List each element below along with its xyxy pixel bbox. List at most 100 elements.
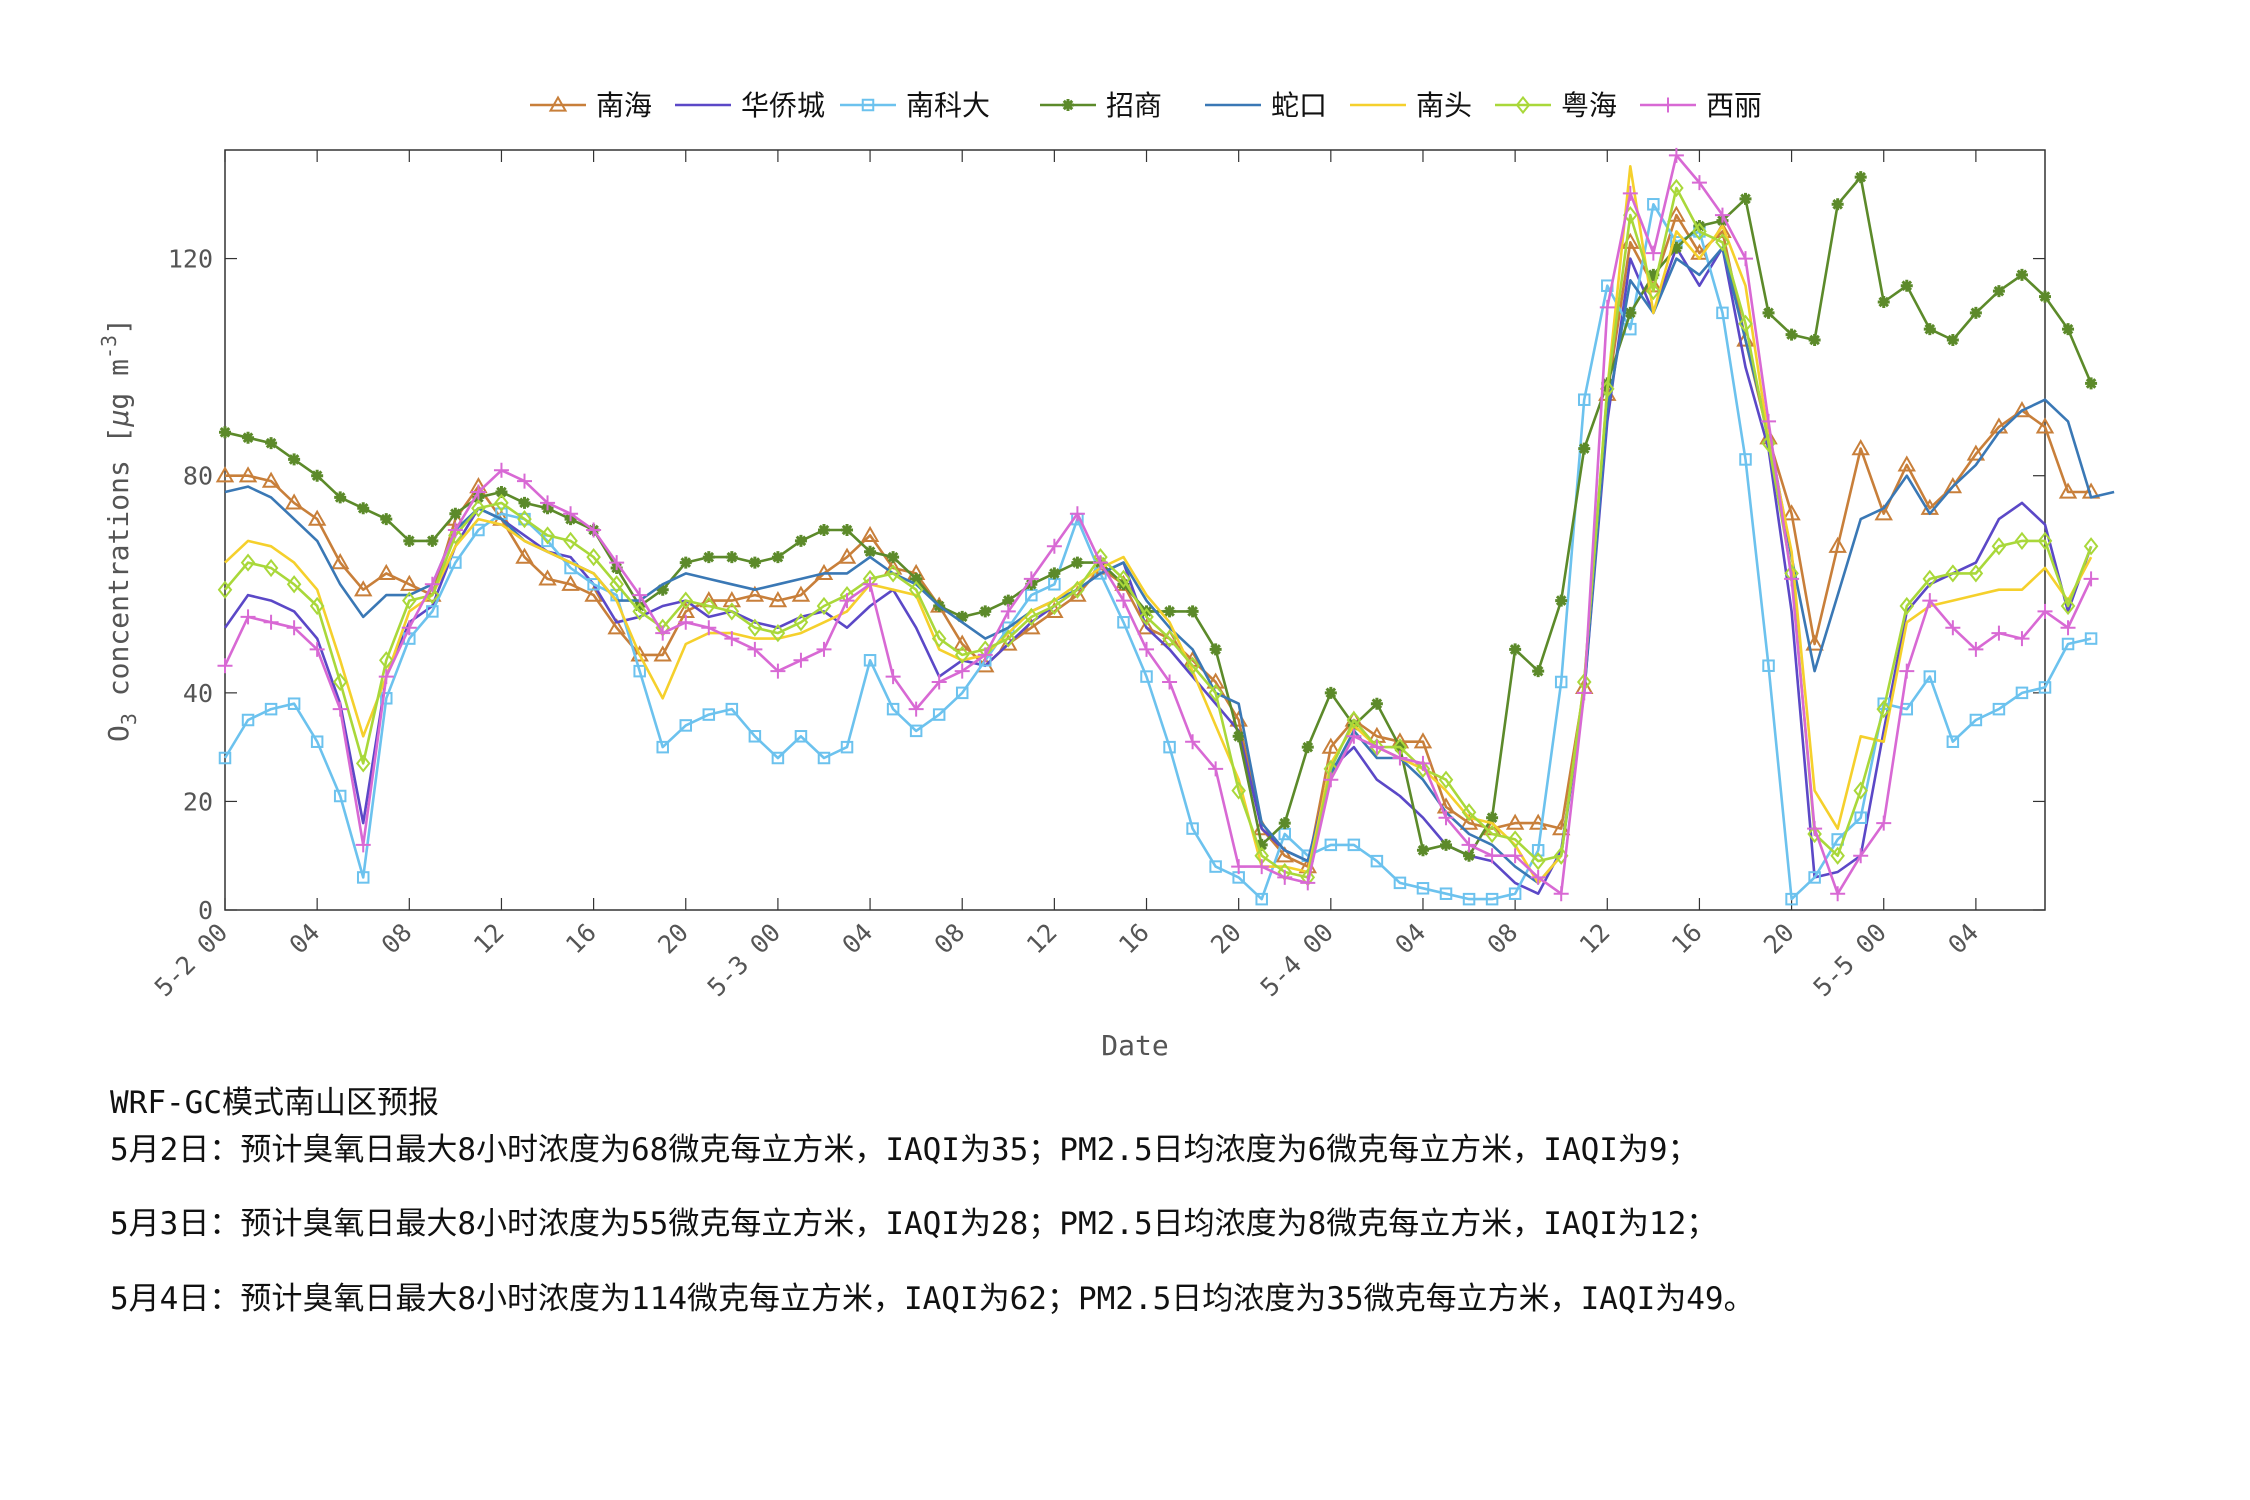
- data-point: [1137, 618, 1156, 635]
- data-point: [471, 499, 486, 518]
- data-point: [540, 526, 555, 545]
- data-point: [332, 672, 348, 692]
- data-point: [886, 702, 900, 716]
- x-tick-label: 5-2 00: [149, 918, 233, 1002]
- data-point: [424, 576, 440, 592]
- data-point: [679, 556, 692, 569]
- data-point: [956, 610, 969, 623]
- data-point: [517, 510, 532, 529]
- data-point: [1208, 761, 1224, 777]
- series-line: [225, 213, 2092, 868]
- data-point: [1461, 803, 1477, 822]
- data-point: [378, 651, 394, 670]
- data-point: [885, 669, 901, 685]
- x-tick-label: 08: [929, 918, 971, 960]
- data-point: [841, 524, 854, 536]
- data-point: [1438, 810, 1454, 826]
- data-point: [1945, 620, 1961, 636]
- data-point: [1785, 328, 1798, 341]
- data-point: [1900, 279, 1913, 292]
- data-point: [218, 751, 232, 765]
- series-5: [224, 246, 2115, 885]
- data-point: [678, 591, 694, 610]
- data-point: [309, 641, 325, 657]
- data-point: [310, 735, 324, 748]
- data-point: [1278, 817, 1291, 830]
- data-point: [1117, 616, 1130, 629]
- data-point: [955, 686, 969, 700]
- data-point: [1186, 605, 1199, 618]
- data-point: [1828, 536, 1847, 553]
- y-axis-label-subscript: 3: [117, 713, 141, 725]
- series-8: [217, 147, 2099, 902]
- data-point: [770, 663, 786, 679]
- data-point: [1484, 848, 1500, 864]
- data-point: [1186, 822, 1199, 835]
- data-point: [1069, 506, 1085, 522]
- data-point: [1162, 674, 1178, 690]
- data-point: [470, 484, 486, 500]
- data-point: [307, 509, 327, 526]
- data-point: [1231, 781, 1246, 800]
- data-point: [1715, 233, 1730, 252]
- data-point: [1231, 859, 1247, 875]
- data-point: [1507, 848, 1523, 864]
- data-point: [1459, 813, 1479, 830]
- data-point: [861, 98, 875, 112]
- data-point: [1324, 838, 1338, 852]
- data-point: [1761, 413, 1777, 429]
- data-point: [1851, 439, 1870, 456]
- x-tick-label: 12: [1574, 918, 1616, 960]
- data-point: [472, 523, 485, 537]
- data-point: [1255, 892, 1268, 906]
- data-point: [1508, 887, 1522, 900]
- data-point: [1255, 838, 1268, 851]
- data-point: [2037, 603, 2053, 619]
- data-point: [1440, 838, 1453, 851]
- series-layer: [215, 147, 2115, 906]
- data-point: [1738, 314, 1753, 333]
- data-point: [1530, 869, 1546, 885]
- data-point: [1923, 670, 1937, 683]
- data-point: [1668, 147, 1684, 163]
- data-point: [2085, 377, 2098, 390]
- data-point: [1831, 198, 1844, 211]
- data-point: [1461, 837, 1477, 853]
- data-point: [1807, 824, 1822, 844]
- data-point: [1324, 686, 1337, 699]
- forecast-title: WRF-GC模式南山区预报: [110, 1085, 439, 1121]
- data-point: [2015, 686, 2029, 700]
- legend-item: 南海: [530, 89, 652, 122]
- data-point: [1323, 772, 1339, 788]
- o3-line-chart: 南海 华侨城 南科大 招商 蛇口 南头 粤海 西丽 0 20 40 80 120 5-2 00 04 08 1…: [97, 89, 2115, 1062]
- data-point: [863, 654, 877, 667]
- data-point: [1966, 444, 1986, 461]
- data-point: [1808, 334, 1821, 346]
- data-point: [1002, 594, 1015, 607]
- data-point: [1275, 846, 1294, 863]
- legend-item: 招商: [1040, 89, 1162, 122]
- data-point: [839, 593, 855, 609]
- data-point: [1416, 844, 1429, 857]
- legend-label: 蛇口: [1271, 89, 1327, 122]
- data-point: [1922, 569, 1938, 588]
- series-line: [223, 154, 2093, 896]
- data-point: [1515, 95, 1531, 115]
- data-point: [999, 634, 1018, 651]
- data-point: [1854, 171, 1867, 184]
- data-point: [1139, 607, 1154, 626]
- data-point: [702, 708, 716, 721]
- data-point: [1945, 564, 1961, 583]
- x-tick-label: 12: [468, 918, 510, 960]
- data-point: [261, 471, 281, 488]
- data-point: [1762, 306, 1775, 319]
- data-point: [1968, 564, 1984, 583]
- data-point: [609, 575, 624, 594]
- data-point: [722, 591, 742, 608]
- data-point: [380, 513, 393, 526]
- data-point: [1531, 844, 1545, 857]
- data-point: [447, 522, 463, 538]
- data-point: [1001, 629, 1016, 648]
- data-point: [1992, 702, 2006, 716]
- legend-label: 南头: [1416, 89, 1472, 122]
